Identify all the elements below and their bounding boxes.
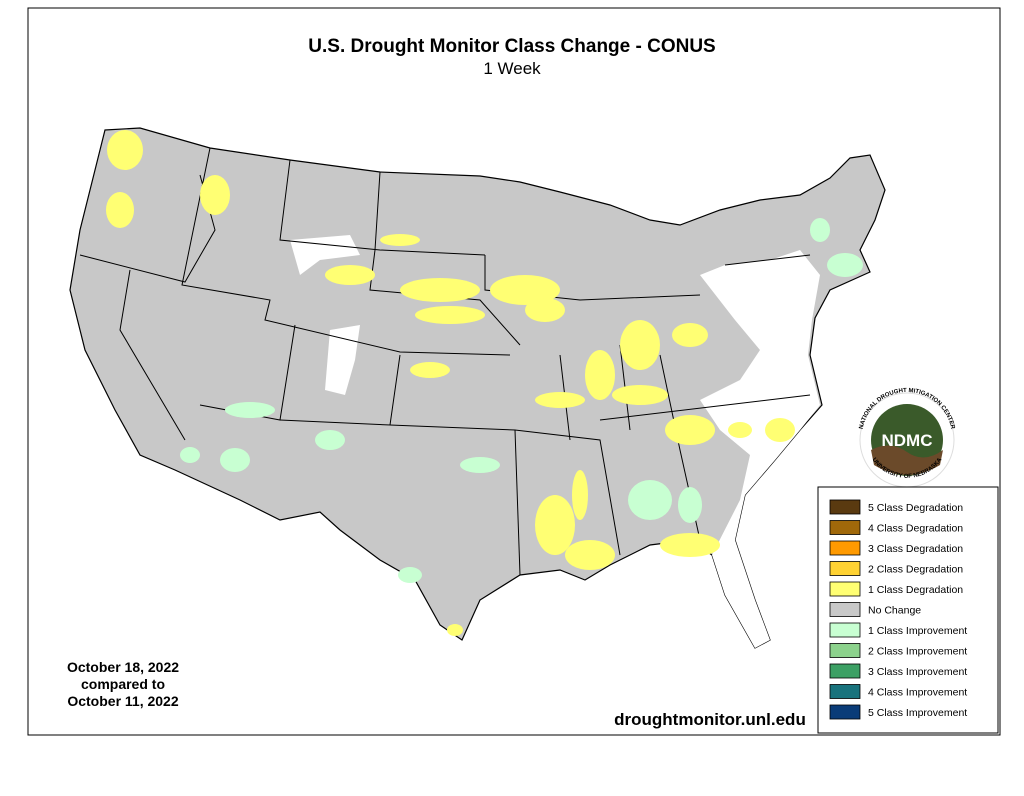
legend-label: 2 Class Degradation xyxy=(868,564,963,576)
date-line: compared to xyxy=(81,676,165,692)
date-line: October 11, 2022 xyxy=(67,693,179,709)
legend-swatch xyxy=(829,663,861,679)
legend-swatch xyxy=(829,602,861,617)
legend-label: 1 Class Degradation xyxy=(868,584,963,596)
legend-label: 5 Class Degradation xyxy=(868,502,963,514)
east-unchanged-white xyxy=(700,250,820,648)
legend-swatch xyxy=(829,499,861,515)
date-line: October 18, 2022 xyxy=(67,659,179,675)
legend: 5 Class Degradation 4 Class Degradation 3 … xyxy=(829,499,967,720)
legend-swatch xyxy=(829,581,861,597)
legend-swatch xyxy=(829,561,861,576)
legend-swatch xyxy=(829,622,861,638)
legend-label: 2 Class Improvement xyxy=(868,646,967,658)
legend-label: 4 Class Improvement xyxy=(868,687,967,699)
legend-label: 4 Class Degradation xyxy=(868,523,963,535)
legend-swatch xyxy=(829,520,861,535)
source-url: droughtmonitor.unl.edu xyxy=(614,710,806,729)
legend-label: 3 Class Degradation xyxy=(868,543,963,555)
title: U.S. Drought Monitor Class Change - CONU… xyxy=(308,36,715,57)
degradation-1-class xyxy=(106,130,795,636)
legend-swatch xyxy=(829,704,861,720)
legend-swatch xyxy=(829,540,861,556)
logo-land xyxy=(871,445,943,475)
improvement-1-class xyxy=(180,218,863,583)
legend-swatch xyxy=(829,684,861,699)
logo-text: NDMC xyxy=(882,431,933,450)
subtitle: 1 Week xyxy=(483,59,541,78)
plains-white xyxy=(290,235,360,275)
legend-label: 1 Class Improvement xyxy=(868,625,967,637)
ndmc-logo: NDMC NATIONAL DROUGHT MITIGATION CENTER … xyxy=(859,388,955,488)
legend-label: 5 Class Improvement xyxy=(868,707,967,719)
west-white xyxy=(325,325,360,395)
legend-label: 3 Class Improvement xyxy=(868,666,967,678)
legend-swatch xyxy=(829,643,861,658)
us-map xyxy=(69,127,886,649)
legend-label: No Change xyxy=(868,605,921,617)
